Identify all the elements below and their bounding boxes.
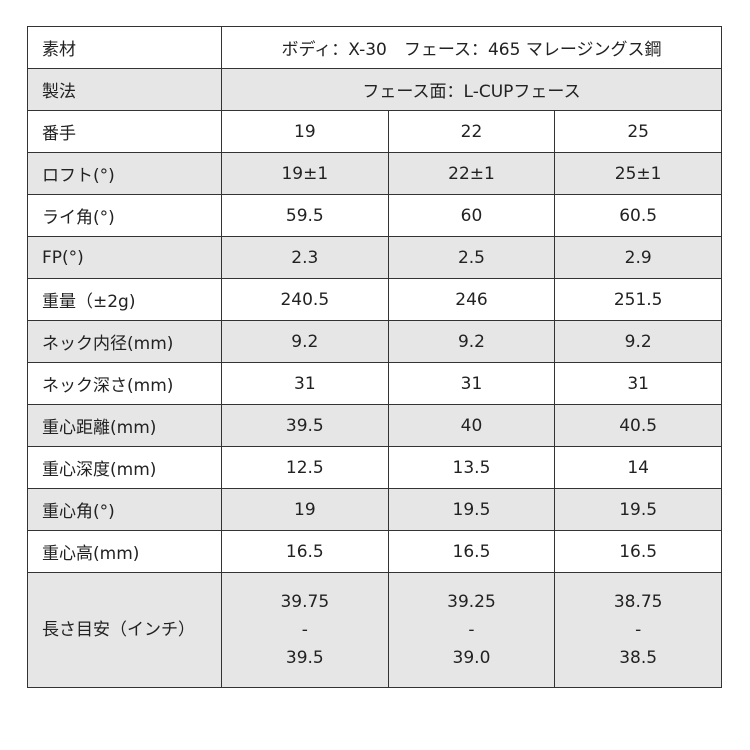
spanned-value: ボディ：X-30 フェース：465 マレージングス鋼 — [221, 26, 722, 69]
row-label: 重心距離(mm) — [27, 404, 222, 447]
cell-value: 19 — [221, 110, 389, 153]
cell-value: 12.5 — [221, 446, 389, 489]
cell-value: 251.5 — [554, 278, 722, 321]
cell-value: 9.2 — [554, 320, 722, 363]
cell-line: - — [301, 620, 308, 640]
cell-line: 39.0 — [452, 648, 491, 668]
row-label: ネック内径(mm) — [27, 320, 222, 363]
table-row: FP(°) 2.3 2.5 2.9 — [27, 236, 722, 279]
cell-line: 39.25 — [447, 592, 496, 612]
cell-value: 16.5 — [221, 530, 389, 573]
row-label: 長さ目安（インチ） — [27, 572, 222, 688]
row-label: 重心高(mm) — [27, 530, 222, 573]
cell-value: 9.2 — [221, 320, 389, 363]
cell-value: 16.5 — [387, 530, 556, 573]
spec-table: 素材 ボディ：X-30 フェース：465 マレージングス鋼 製法 フェース面：L-CU… — [27, 26, 722, 688]
cell-line: 39.75 — [280, 592, 330, 612]
cell-value: 59.5 — [221, 194, 389, 237]
table-row: 重心高(mm) 16.5 16.5 16.5 — [27, 530, 722, 573]
cell-value: 39.5 — [221, 404, 389, 447]
cell-value: 22±1 — [387, 152, 556, 195]
row-label: 製法 — [27, 68, 222, 111]
cell-value: 31 — [221, 362, 389, 405]
cell-value: 60.5 — [554, 194, 722, 237]
cell-value: 39.75 - 39.5 — [221, 572, 389, 688]
table-row: 製法 フェース面：L-CUPフェース — [27, 68, 722, 111]
table-row: ネック深さ(mm) 31 31 31 — [27, 362, 722, 405]
row-label: 重量（±2g) — [27, 278, 222, 321]
cell-value: 14 — [554, 446, 722, 489]
table-row: 重心角(°) 19 19.5 19.5 — [27, 488, 722, 531]
cell-value: 40.5 — [554, 404, 722, 447]
table-row: ネック内径(mm) 9.2 9.2 9.2 — [27, 320, 722, 363]
row-label: 素材 — [27, 26, 222, 69]
cell-value: 19.5 — [554, 488, 722, 531]
table-row: ライ角(°) 59.5 60 60.5 — [27, 194, 722, 237]
table-row: 重心深度(mm) 12.5 13.5 14 — [27, 446, 722, 489]
cell-value: 39.25 - 39.0 — [387, 572, 556, 688]
table-row: 番手 19 22 25 — [27, 110, 722, 153]
row-label: 番手 — [27, 110, 222, 153]
cell-value: 19±1 — [221, 152, 389, 195]
cell-value: 9.2 — [387, 320, 556, 363]
cell-value: 31 — [554, 362, 722, 405]
cell-value: 31 — [387, 362, 556, 405]
cell-value: 240.5 — [221, 278, 389, 321]
cell-value: 13.5 — [387, 446, 556, 489]
table-row: 長さ目安（インチ） 39.75 - 39.5 39.25 - 39.0 38.75 - 38.5 — [27, 572, 722, 688]
cell-line: 39.5 — [285, 648, 324, 668]
cell-value: 2.9 — [554, 236, 722, 279]
cell-value: 2.3 — [221, 236, 389, 279]
table-row: ロフト(°) 19±1 22±1 25±1 — [27, 152, 722, 195]
cell-value: 60 — [387, 194, 556, 237]
cell-value: 22 — [387, 110, 556, 153]
cell-value: 25 — [554, 110, 722, 153]
table-row: 重量（±2g) 240.5 246 251.5 — [27, 278, 722, 321]
cell-value: 25±1 — [554, 152, 722, 195]
row-label: ネック深さ(mm) — [27, 362, 222, 405]
cell-value: 246 — [387, 278, 556, 321]
row-label: 重心角(°) — [27, 488, 222, 531]
cell-value: 2.5 — [387, 236, 556, 279]
cell-line: - — [468, 620, 475, 640]
cell-value: 19.5 — [387, 488, 556, 531]
table-row: 素材 ボディ：X-30 フェース：465 マレージングス鋼 — [27, 26, 722, 69]
row-label: ロフト(°) — [27, 152, 222, 195]
cell-value: 38.75 - 38.5 — [554, 572, 722, 688]
cell-line: 38.5 — [619, 648, 658, 668]
table-row: 重心距離(mm) 39.5 40 40.5 — [27, 404, 722, 447]
row-label: 重心深度(mm) — [27, 446, 222, 489]
cell-value: 40 — [387, 404, 556, 447]
row-label: ライ角(°) — [27, 194, 222, 237]
row-label: FP(°) — [27, 236, 222, 279]
cell-line: - — [635, 620, 642, 640]
cell-value: 16.5 — [554, 530, 722, 573]
cell-value: 19 — [221, 488, 389, 531]
spanned-value: フェース面：L-CUPフェース — [221, 68, 722, 111]
cell-line: 38.75 — [613, 592, 663, 612]
